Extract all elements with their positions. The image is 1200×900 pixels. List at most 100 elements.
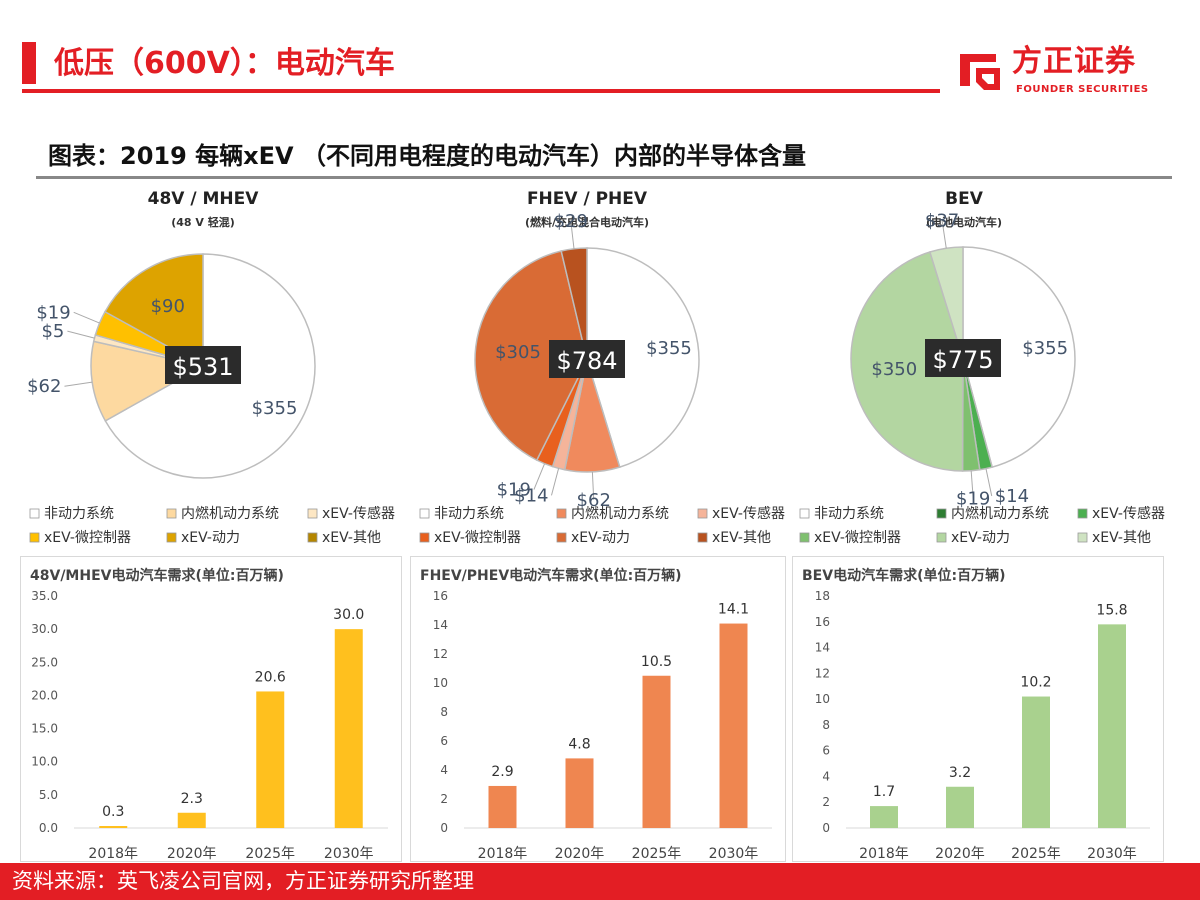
x-tick-label: 2020年 bbox=[935, 846, 985, 862]
bar bbox=[870, 806, 898, 828]
legend-label: 非动力系统 bbox=[814, 506, 884, 522]
legend-label: 内燃机动力系统 bbox=[571, 505, 669, 522]
pie-total-box bbox=[165, 346, 241, 384]
logo-text-cn: 方正证券 bbox=[1012, 44, 1136, 79]
bar bbox=[719, 623, 748, 828]
y-tick-label: 8 bbox=[822, 718, 830, 732]
legend-swatch bbox=[29, 508, 40, 519]
legend-swatch bbox=[799, 508, 810, 519]
pie-leader-line bbox=[985, 468, 993, 497]
pie-title: BEV bbox=[945, 189, 984, 209]
y-tick-label: 30.0 bbox=[31, 622, 58, 636]
figure-divider bbox=[36, 176, 1172, 179]
legend-swatch bbox=[936, 508, 947, 519]
pie-leader-line bbox=[73, 311, 100, 324]
pie-total-label: $784 bbox=[556, 347, 617, 375]
legend-label: xEV-其他 bbox=[1092, 530, 1151, 546]
company-logo: 方正证券 FOUNDER SECURITIES bbox=[956, 42, 1166, 102]
y-tick-label: 35.0 bbox=[31, 589, 58, 603]
pie-leader-line bbox=[67, 330, 95, 339]
x-tick-label: 2020年 bbox=[555, 846, 605, 862]
legend-label: 非动力系统 bbox=[434, 506, 504, 522]
pie-total-box bbox=[925, 339, 1001, 377]
legend-swatch bbox=[307, 508, 318, 519]
pie-value-label: $37 bbox=[925, 211, 959, 232]
legend-label: xEV-其他 bbox=[712, 530, 771, 546]
legend-label: 内燃机动力系统 bbox=[951, 505, 1049, 522]
y-tick-label: 18 bbox=[815, 589, 830, 603]
x-tick-label: 2025年 bbox=[1011, 846, 1061, 862]
bar bbox=[99, 826, 128, 828]
bar-chart-bev: BEV电动汽车需求(单位:百万辆) 0 2 4 6 8 10 12 14 16 18 1.7 2018年… bbox=[792, 556, 1164, 862]
legend-swatch bbox=[166, 508, 177, 519]
legend-swatch bbox=[419, 532, 430, 543]
bar-value-label: 10.5 bbox=[641, 654, 672, 670]
y-tick-label: 20.0 bbox=[31, 688, 58, 702]
pie-value-label: $62 bbox=[27, 376, 61, 397]
y-tick-label: 14 bbox=[815, 641, 830, 655]
y-tick-label: 0 bbox=[440, 821, 448, 835]
legend-swatch bbox=[166, 532, 177, 543]
y-tick-label: 10 bbox=[815, 692, 830, 706]
bar bbox=[488, 785, 517, 828]
pie-value-label: $62 bbox=[577, 490, 611, 511]
y-tick-label: 2 bbox=[440, 792, 448, 806]
y-tick-label: 16 bbox=[433, 589, 448, 603]
bar-value-label: 1.7 bbox=[873, 784, 895, 800]
y-tick-label: 8 bbox=[440, 705, 448, 719]
header-divider bbox=[22, 89, 940, 93]
pie-value-label: $29 bbox=[554, 211, 588, 232]
bar-value-label: 4.8 bbox=[568, 736, 590, 752]
bar-chart-title: 48V/MHEV电动汽车需求(单位:百万辆) bbox=[30, 567, 284, 584]
pie-slice bbox=[850, 251, 964, 472]
y-tick-label: 12 bbox=[433, 647, 448, 661]
pie-value-label: $355 bbox=[1022, 338, 1068, 359]
pie-leader-line bbox=[941, 220, 947, 249]
legend-label: 非动力系统 bbox=[44, 506, 114, 522]
x-tick-label: 2030年 bbox=[1087, 846, 1137, 862]
x-tick-label: 2025年 bbox=[245, 846, 295, 862]
bar bbox=[642, 675, 671, 828]
pie-slice bbox=[962, 246, 1076, 469]
pie-chart-mhev: 48V / MHEV (48 V 轻混) $355 $62 $5$19 $90 $531 非动… bbox=[27, 189, 395, 546]
legend-swatch bbox=[556, 532, 567, 543]
pie-title: FHEV / PHEV bbox=[527, 189, 648, 209]
bar-value-label: 2.9 bbox=[491, 764, 513, 780]
pie-leader-line bbox=[591, 471, 595, 500]
header-accent-bar bbox=[22, 42, 36, 84]
pie-value-label: $19 bbox=[497, 480, 531, 501]
x-tick-label: 2030年 bbox=[324, 846, 374, 862]
y-tick-label: 0.0 bbox=[39, 821, 58, 835]
y-tick-label: 10.0 bbox=[31, 755, 58, 769]
x-tick-label: 2018年 bbox=[88, 846, 138, 862]
logo-text-en: FOUNDER SECURITIES bbox=[1016, 84, 1149, 95]
y-tick-label: 25.0 bbox=[31, 655, 58, 669]
y-tick-label: 16 bbox=[815, 615, 830, 629]
bar-chart-fhev: FHEV/PHEV电动汽车需求(单位:百万辆) 0 2 4 6 8 10 12 14 16 2.9 2… bbox=[410, 556, 786, 862]
bar-chart-title: FHEV/PHEV电动汽车需求(单位:百万辆) bbox=[420, 567, 682, 584]
bar-value-label: 2.3 bbox=[181, 791, 203, 807]
pie-chart-bev: BEV (电池电动汽车) $355 $14$19 $350 $37 $775 非动力系统 内燃机… bbox=[799, 189, 1165, 546]
x-tick-label: 2018年 bbox=[478, 846, 528, 862]
legend-label: xEV-微控制器 bbox=[44, 530, 131, 546]
y-tick-label: 2 bbox=[822, 795, 830, 809]
legend-swatch bbox=[419, 508, 430, 519]
bar-chart-title: BEV电动汽车需求(单位:百万辆) bbox=[802, 567, 1005, 584]
legend-label: xEV-微控制器 bbox=[814, 530, 901, 546]
pie-value-label: $14 bbox=[514, 485, 548, 506]
legend-swatch bbox=[799, 532, 810, 543]
bar-value-label: 3.2 bbox=[949, 765, 971, 781]
logo-mark-icon bbox=[960, 54, 1000, 90]
bar bbox=[334, 629, 363, 828]
pie-slice bbox=[104, 253, 204, 368]
pie-value-label: $19 bbox=[36, 302, 70, 323]
legend-label: xEV-动力 bbox=[181, 530, 240, 546]
bar-chart-mhev: 48V/MHEV电动汽车需求(单位:百万辆) 0.0 5.0 10.0 15.0 20.0… bbox=[20, 556, 402, 862]
bar bbox=[177, 812, 206, 828]
legend-swatch bbox=[1077, 508, 1088, 519]
bar bbox=[1022, 696, 1050, 828]
pie-leader-line bbox=[970, 470, 974, 499]
y-tick-label: 6 bbox=[440, 734, 448, 748]
y-tick-label: 4 bbox=[822, 769, 830, 783]
y-tick-label: 0 bbox=[822, 821, 830, 835]
